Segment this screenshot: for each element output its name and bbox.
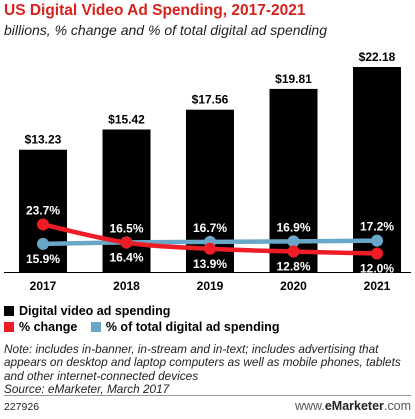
source-text: Source: eMarketer, March 2017: [4, 382, 170, 397]
legend-row-2: % change % of total digital ad spending: [4, 320, 289, 334]
legend-item-share: % of total digital ad spending: [90, 320, 280, 334]
x-tick-label: 2020: [280, 279, 307, 293]
share-point-2020: [287, 235, 300, 248]
x-tick-label: 2017: [30, 279, 57, 293]
share-point-2021: [371, 234, 383, 247]
note-block: Note: includes in-banner, in-stream and …: [4, 342, 412, 397]
share-value-label: 15.9%: [26, 252, 60, 266]
legend-item-bars: Digital video ad spending: [4, 304, 170, 318]
change-point-2020: [287, 245, 300, 258]
x-tick-label: 2021: [364, 279, 391, 293]
note-text: Note: includes in-banner, in-stream and …: [4, 342, 401, 383]
share-value-label: 16.7%: [193, 221, 227, 235]
legend-row-1: Digital video ad spending: [4, 304, 180, 318]
bar-value-label: $15.42: [108, 112, 145, 126]
chart-title: US Digital Video Ad Spending, 2017-2021: [4, 2, 306, 19]
legend-swatch-share: [90, 322, 101, 332]
change-point-2019: [204, 242, 216, 255]
share-point-2017: [37, 237, 49, 250]
share-value-label: 17.2%: [360, 220, 394, 234]
legend-item-change: % change: [4, 320, 77, 334]
chart-id: 227926: [4, 401, 40, 413]
bar-value-label: $22.18: [359, 50, 396, 64]
bar-value-label: $13.23: [25, 133, 62, 147]
legend-swatch-bars: [4, 306, 14, 316]
bar-value-label: $19.81: [275, 72, 312, 86]
brand-name: eMarketer: [324, 399, 384, 413]
bar-2017: [19, 149, 67, 272]
change-value-label: 12.8%: [276, 260, 310, 274]
brand-suffix: .com: [383, 399, 411, 413]
chart-canvas: $13.23 $15.42 $17.56 $19.81 $22.18 2017 2018 20…: [4, 50, 411, 293]
chart-subtitle: billions, % change and % of total digita…: [4, 22, 327, 38]
brand-logo: www.eMarketer.com: [295, 399, 411, 413]
brand-prefix: www.: [294, 399, 325, 413]
change-point-2018: [120, 236, 133, 249]
share-value-label: 16.9%: [276, 220, 310, 234]
legend-label-change: % change: [19, 320, 78, 334]
x-tick-label: 2018: [113, 279, 140, 293]
x-tick-label: 2019: [197, 279, 224, 293]
change-value-label: 23.7%: [26, 203, 60, 217]
legend-label-share: % of total digital ad spending: [105, 320, 280, 334]
change-value-label: 16.4%: [109, 251, 143, 265]
share-value-label: 16.5%: [109, 221, 143, 235]
legend-label-bars: Digital video ad spending: [19, 304, 171, 318]
change-point-2021: [371, 247, 383, 260]
footer-divider: [4, 395, 411, 396]
footer: 227926 www.eMarketer.com: [4, 395, 411, 417]
change-value-label: 13.9%: [193, 257, 227, 271]
change-value-label: 12.0%: [360, 262, 394, 276]
bar-value-label: $17.56: [192, 93, 229, 107]
legend-swatch-change: [4, 322, 14, 332]
change-point-2017: [37, 218, 49, 231]
